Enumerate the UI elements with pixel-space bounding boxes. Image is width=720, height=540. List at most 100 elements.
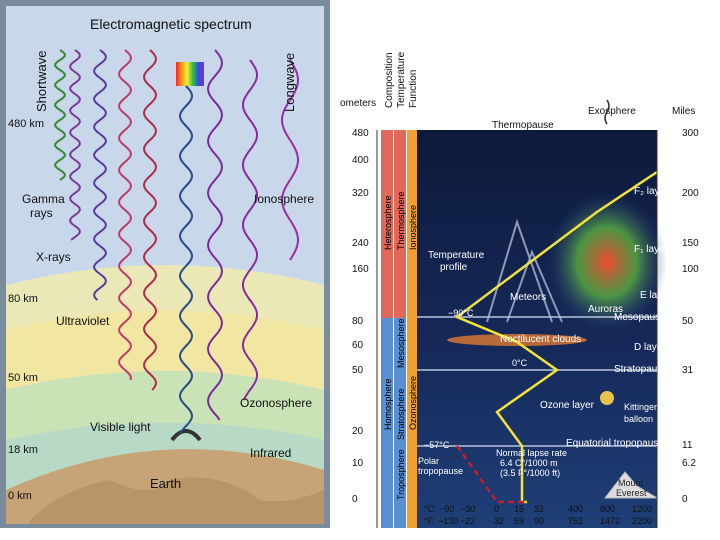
mile-tick: 200 bbox=[682, 188, 699, 199]
longwave-label: Longwave bbox=[282, 52, 297, 112]
mile-tick: 31 bbox=[682, 365, 694, 376]
km-tick: 80 bbox=[352, 316, 364, 327]
km-tick: 10 bbox=[352, 458, 364, 469]
lapse-rate-label-1: Normal lapse rate bbox=[496, 448, 568, 458]
wave-line-6 bbox=[207, 49, 223, 421]
temperature-profile-label-2: profile bbox=[440, 262, 468, 273]
em-spectrum-panel bbox=[0, 0, 330, 528]
altitude-18: 18 km bbox=[8, 444, 38, 456]
celsius-tick: 15 bbox=[514, 504, 525, 514]
km-tick: 320 bbox=[352, 188, 369, 199]
rays-label: rays bbox=[30, 206, 53, 220]
heterosphere-label: Heterosphere bbox=[383, 195, 393, 250]
ozonosphere-col-label: Ozonosphere bbox=[408, 375, 418, 430]
ozonosphere-band bbox=[6, 371, 324, 440]
ionosphere-label: Ionosphere bbox=[254, 192, 315, 206]
kittinger-label-2: balloon bbox=[624, 414, 654, 424]
lapse-rate-label-2: 6.4 C°/1000 m bbox=[500, 458, 558, 468]
fahrenheit-tick: 2200 bbox=[632, 516, 653, 526]
homosphere-column bbox=[381, 318, 393, 528]
exosphere-arrow bbox=[604, 99, 610, 125]
meteors-label: Meteors bbox=[510, 292, 547, 303]
ultraviolet-label: Ultraviolet bbox=[56, 314, 110, 328]
km-tick: 480 bbox=[352, 128, 369, 139]
earth-landmass bbox=[30, 477, 324, 524]
visible-light-label: Visible light bbox=[90, 420, 151, 434]
celsius-tick: 800 bbox=[600, 504, 616, 514]
mile-tick: 11 bbox=[682, 440, 693, 451]
km-tick: 20 bbox=[352, 426, 364, 437]
everest-label-1: Mount bbox=[618, 478, 644, 488]
function-header: Function bbox=[408, 69, 419, 108]
km-tick: 160 bbox=[352, 264, 369, 275]
composition-header: Composition bbox=[384, 52, 395, 108]
atmosphere-profile-panel bbox=[337, 62, 720, 532]
fahrenheit-tick: 1472 bbox=[600, 516, 621, 526]
fahrenheit-tick: 59 bbox=[514, 516, 525, 526]
temperature-profile-label-1: Temperature bbox=[428, 250, 485, 261]
minus90-label: −90°C bbox=[448, 308, 474, 318]
temperature-profile bbox=[454, 170, 658, 502]
troposphere-column bbox=[394, 446, 406, 528]
mile-tick: 150 bbox=[682, 238, 699, 249]
mile-tick: 300 bbox=[682, 128, 699, 139]
homosphere-label: Homosphere bbox=[383, 378, 393, 430]
stratopause-label: Stratopause bbox=[614, 364, 668, 375]
altitude-480: 480 km bbox=[8, 118, 45, 130]
fahrenheit-tick: 90 bbox=[534, 516, 545, 526]
thermosphere-column bbox=[394, 130, 406, 318]
thermosphere-label: Thermosphere bbox=[396, 191, 406, 250]
stratosphere-column bbox=[394, 370, 406, 446]
fahrenheit-tick: −22 bbox=[460, 516, 476, 526]
xrays-label: X-rays bbox=[36, 250, 71, 264]
mesopause-label: Mesopause bbox=[614, 312, 666, 323]
meteor-trails bbox=[486, 218, 563, 323]
km-tick: 60 bbox=[352, 340, 364, 351]
spectrum-title: Electromagnetic spectrum bbox=[90, 16, 252, 32]
altitude-50: 50 km bbox=[8, 372, 38, 384]
celsius-tick: −30 bbox=[460, 504, 476, 514]
ionosphere-col-label: Ionosphere bbox=[408, 204, 418, 250]
minus57-label: −57°C bbox=[424, 440, 450, 450]
mile-tick: 0 bbox=[682, 494, 688, 505]
wave-line-0 bbox=[54, 49, 66, 181]
everest-label-2: Everest bbox=[616, 488, 647, 498]
zero-c-label: 0°C bbox=[512, 358, 528, 368]
miles-header: Miles bbox=[672, 106, 696, 117]
altitude-0: 0 km bbox=[8, 490, 32, 502]
uv-band bbox=[6, 310, 324, 390]
f1-layer-label: F₁ layer bbox=[634, 244, 668, 255]
temperature-header: Temperature bbox=[396, 51, 407, 108]
d-layer-label: D layer bbox=[634, 342, 666, 353]
celsius-tick: 0 bbox=[494, 504, 500, 514]
mesosphere-label: Mesosphere bbox=[396, 318, 406, 368]
heterosphere-column bbox=[381, 130, 393, 318]
auroras-label: Auroras bbox=[588, 304, 624, 315]
visible-spectrum-swatch bbox=[176, 62, 204, 86]
wave-line-3 bbox=[117, 49, 133, 381]
celsius-tick: 1200 bbox=[632, 504, 653, 514]
fahrenheit-tick: 32 bbox=[494, 516, 505, 526]
receiver-dish bbox=[170, 429, 202, 442]
km-tick: 0 bbox=[352, 494, 358, 505]
troposphere-label: Troposphere bbox=[396, 449, 406, 500]
wave-line-4 bbox=[143, 49, 157, 391]
ionosphere-column bbox=[407, 130, 417, 352]
earth-label: Earth bbox=[150, 476, 182, 491]
fahrenheit-tick: °F: −130 bbox=[424, 516, 459, 526]
mile-tick: 6.2 bbox=[682, 458, 696, 469]
km-tick: 400 bbox=[352, 155, 369, 166]
stratosphere-label: Stratosphere bbox=[396, 388, 406, 440]
exosphere-label: Exosphere bbox=[588, 106, 636, 117]
celsius-tick: 400 bbox=[568, 504, 584, 514]
altitude-80: 80 km bbox=[8, 293, 38, 305]
mile-tick: 50 bbox=[682, 316, 694, 327]
mesosphere-column bbox=[394, 318, 406, 370]
ozonosphere-label: Ozonosphere bbox=[240, 396, 313, 410]
everest-icon bbox=[603, 471, 659, 499]
wave-lines bbox=[54, 49, 300, 435]
wave-line-2 bbox=[93, 49, 107, 301]
polar-label-1: Polar bbox=[418, 456, 440, 466]
noctilucent-clouds bbox=[447, 334, 587, 346]
gamma-label: Gamma bbox=[22, 192, 65, 206]
